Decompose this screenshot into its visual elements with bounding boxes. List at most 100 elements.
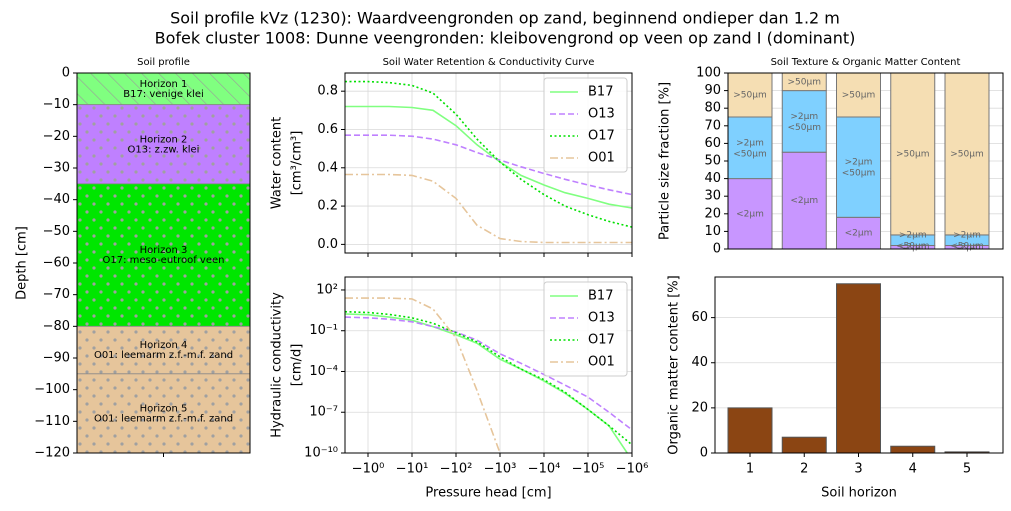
y-tick-label: −60 [43,256,70,271]
x-tick-label: 4 [909,462,917,477]
segment-label: >2µm <50µm [788,111,822,132]
y-tick-label: 20 [691,400,708,415]
bar-segment [781,90,827,153]
bar-segment [728,116,773,180]
bar-segment [836,216,881,249]
layer-name: Horizon 1 [140,79,188,90]
y-tick-label: 10⁻¹ [309,323,338,338]
segment-label: >2µm <50µm [842,157,876,178]
frame [76,72,251,454]
y-tick-label: −110 [34,414,70,429]
layer-name: Horizon 4 [140,340,188,351]
y-tick-label: −100 [34,382,70,397]
segment-label: <2µm [953,243,981,253]
x-tick-label: 3 [854,462,862,477]
legend-label: B17 [588,289,613,304]
y-tick-label: 0.2 [317,199,338,214]
layer-pattern [77,373,250,453]
x-tick-label: −10⁰ [352,462,385,477]
layer-pattern [77,104,250,184]
y-tick-label: 10⁻⁴ [309,364,338,379]
series-line [345,80,632,228]
legend-label: O01 [588,151,615,166]
y-axis-label: Hydraulic conductivity [270,292,285,438]
y-axis-label: Particle size fraction [%] [658,82,673,240]
y-tick-label: −70 [43,287,70,302]
bar [836,283,881,453]
y-tick-label: 90 [704,83,721,98]
bar [890,445,936,453]
y-tick-label: 0 [700,446,708,461]
y-tick-label: −50 [43,224,70,239]
legend-label: O01 [588,355,615,370]
y-tick-label: 10⁻¹⁰ [304,446,338,461]
suptitle: Soil profile kVz (1230): Waardveengronde… [170,9,840,28]
y-tick-label: 80 [704,101,721,116]
y-tick-label: 40 [691,355,708,370]
x-tick-label: −10³ [484,462,517,477]
suptitle: Bofek cluster 1008: Dunne veengronden: k… [155,29,856,48]
x-tick-label: 1 [746,462,754,477]
layer-label: O01: leemarm z.f.-m.f. zand [94,350,233,361]
plot-area [715,283,1003,453]
y-tick-label: 0.0 [317,237,338,252]
frame [727,72,1004,250]
y-tick-label: −20 [43,129,70,144]
x-tick-label: −10⁶ [616,462,649,477]
plot-area [728,73,1003,249]
y-tick-label: 10² [316,282,338,297]
segment-label: >50µm [842,91,876,101]
y-tick-label: −30 [43,161,70,176]
y-tick-label: −120 [34,446,70,461]
y-tick-label: 0.8 [317,84,338,99]
layer-label: O01: leemarm z.f.-m.f. zand [94,413,233,424]
x-tick-label: −10⁵ [572,462,605,477]
layer-label: O17: meso-eutroof veen [103,255,225,266]
y-tick-label: −90 [43,351,70,366]
layer-pattern [77,326,250,374]
legend-box [543,77,628,173]
y-tick-label: 0 [62,66,70,81]
layer-name: Horizon 3 [140,245,188,256]
segment-label: >50µm [950,149,984,159]
bar-segment [781,151,827,249]
bar-segment [836,116,881,218]
y-tick-label: 0 [713,242,721,257]
frame [344,276,633,454]
legend-label: O17 [588,129,615,144]
plot-area [77,73,250,453]
segment-label: >50µm [896,149,930,159]
series-line [345,134,632,196]
bar [944,451,990,453]
series-line [345,105,632,209]
y-tick-label: 10⁻⁷ [309,405,338,420]
bar-segment [890,73,936,236]
segment-label: >2µm <50µm [896,230,930,251]
layer-name: Horizon 5 [140,403,188,414]
bar-segment [944,73,990,236]
segment-label: <2µm [899,243,927,253]
bar-segment [836,73,881,118]
layer-label: B17: venige klei [123,89,204,100]
y-tick-label: 0.6 [317,122,338,137]
y-tick-label: −10 [43,97,70,112]
y-tick-label: 100 [696,66,721,81]
bar-segment [781,73,827,92]
y-axis-label: Organic matter content [%] [667,275,682,454]
segment-label: >2µm <50µm [950,230,984,251]
segment-label: <2µm [736,209,764,219]
frame [714,276,1004,454]
layer-label: O13: z.zw. klei [128,144,200,155]
x-axis-label: Soil horizon [821,486,897,501]
x-tick-label: 2 [800,462,808,477]
y-axis-label: Depth [cm] [15,226,30,300]
x-tick-label: −10¹ [396,462,429,477]
x-axis-label: Pressure head [cm] [425,486,551,501]
x-tick-label: −10² [440,462,473,477]
bar-segment [728,73,773,118]
series-line [345,310,632,446]
legend-label: O17 [588,333,615,348]
y-tick-label: 60 [691,310,708,325]
y-tick-label: 40 [704,171,721,186]
